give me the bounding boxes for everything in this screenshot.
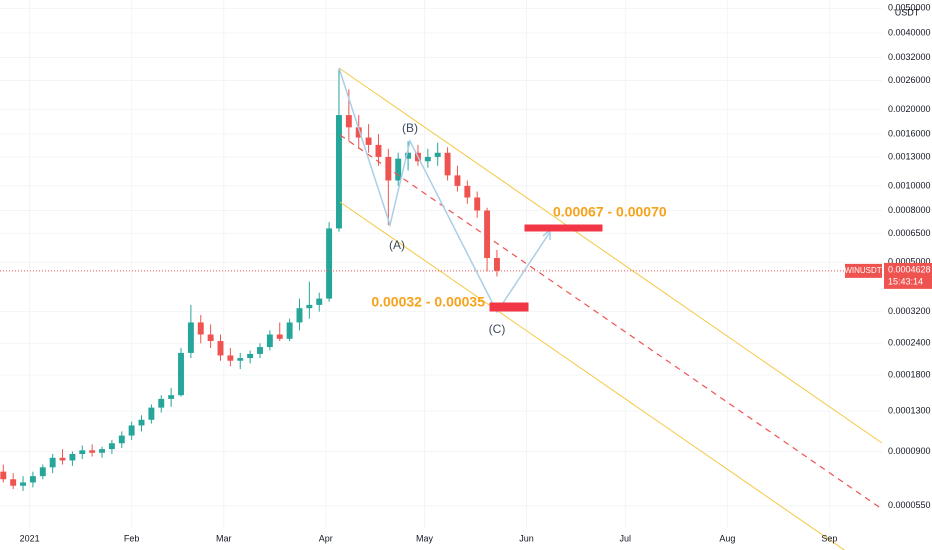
x-tick-label: Jun xyxy=(519,533,534,543)
candle-body xyxy=(306,304,313,309)
y-tick-label: 0.0000550 xyxy=(888,500,931,510)
candle-body xyxy=(128,425,135,436)
x-tick-label: Aug xyxy=(719,533,735,543)
wave-label: (B) xyxy=(402,121,418,135)
candle-body xyxy=(365,137,372,145)
wave-label: (A) xyxy=(389,238,405,252)
last-price-label: 0.0004628 xyxy=(888,264,931,274)
candle-body xyxy=(434,152,441,157)
target-box xyxy=(524,224,603,232)
axes: 0.0050000 0.0040000 0.0032000 0.0026000 0.00… xyxy=(20,3,931,544)
channel-upper xyxy=(338,67,883,444)
candle-body xyxy=(217,341,224,356)
candle-body xyxy=(276,334,283,339)
candle-body xyxy=(493,258,500,271)
candle-body xyxy=(257,347,263,354)
candle-body xyxy=(464,185,471,198)
x-tick-label: Apr xyxy=(319,533,333,543)
y-tick-label: 0.0003200 xyxy=(888,306,931,316)
candle-body xyxy=(375,144,382,157)
y-tick-label: 0.0050000 xyxy=(888,3,931,13)
support-box xyxy=(489,302,529,312)
candle-body xyxy=(326,228,333,299)
target-label: 0.00067 - 0.00070 xyxy=(553,204,667,220)
candle-body xyxy=(148,407,155,420)
candle-body xyxy=(29,476,36,483)
y-tick-label: 0.0013000 xyxy=(888,151,931,161)
candle-body xyxy=(316,298,323,305)
candle-body xyxy=(118,435,125,444)
y-tick-label: 0.0005000 xyxy=(888,257,931,267)
candle-body xyxy=(247,353,254,359)
candle-body xyxy=(138,419,145,426)
symbol-badge xyxy=(845,263,882,278)
candle-body xyxy=(484,210,491,259)
y-tick-label: 0.0026000 xyxy=(888,75,931,85)
candle-body xyxy=(197,322,204,335)
y-tick-label: 0.0010000 xyxy=(888,180,931,190)
candle-body xyxy=(474,197,481,211)
candle-body xyxy=(355,127,362,138)
x-tick-label: Mar xyxy=(216,533,232,543)
candle-body xyxy=(286,322,293,339)
candle-body xyxy=(207,334,214,342)
support-label: 0.00032 - 0.00035 xyxy=(371,294,485,310)
y-tick-label: 0.0032000 xyxy=(888,52,931,62)
x-tick-label: 2021 xyxy=(20,533,40,543)
candle-body xyxy=(237,358,244,361)
wave-path xyxy=(338,67,551,314)
x-tick-label: Jul xyxy=(620,533,632,543)
candle-body xyxy=(0,471,7,480)
candle-body xyxy=(59,457,66,461)
candle-body xyxy=(227,355,234,361)
candle-body xyxy=(39,467,46,477)
candle-body xyxy=(49,457,56,468)
candle-body xyxy=(296,308,303,323)
x-tick-label: Sep xyxy=(821,533,837,543)
candle-body xyxy=(20,482,26,486)
grid xyxy=(0,0,882,528)
candle-body xyxy=(158,398,165,408)
candle-body xyxy=(79,450,86,455)
candle-body xyxy=(345,115,352,128)
y-tick-label: 0.0020000 xyxy=(888,104,931,114)
candle-body xyxy=(266,334,273,348)
x-tick-label: May xyxy=(416,533,434,543)
candle-body xyxy=(187,322,194,353)
candle-body xyxy=(178,352,184,396)
candle-body xyxy=(89,450,96,453)
y-tick-label: 0.0000900 xyxy=(888,446,931,456)
x-tick-label: Feb xyxy=(124,533,140,543)
currency: USDT xyxy=(895,7,920,17)
y-tick-label: 0.0008000 xyxy=(888,205,931,215)
price-badge xyxy=(884,262,932,289)
candle-body xyxy=(69,454,76,461)
countdown-label: 15:43:14 xyxy=(888,276,923,286)
candle-body xyxy=(444,152,451,176)
candle-body xyxy=(405,152,412,159)
y-tick-label: 0.0016000 xyxy=(888,128,931,138)
candle-body xyxy=(336,115,342,229)
y-tick-label: 0.0001800 xyxy=(888,369,931,379)
candle-body xyxy=(168,395,175,399)
y-tick-label: 0.0002400 xyxy=(888,338,931,348)
candle-body xyxy=(99,449,105,453)
wave-label: (C) xyxy=(489,322,506,336)
y-tick-label: 0.0001300 xyxy=(888,405,931,415)
y-tick-label: 0.0006500 xyxy=(888,228,931,238)
candle-body xyxy=(454,175,461,186)
candle-body xyxy=(108,443,115,450)
candle-body xyxy=(395,158,402,181)
candle-body xyxy=(10,479,17,486)
channel-lower xyxy=(339,201,846,550)
y-tick-label: 0.0040000 xyxy=(888,27,931,37)
drawings xyxy=(338,67,883,550)
symbol-label: WINUSDT xyxy=(844,266,881,275)
candle-body xyxy=(424,156,431,162)
